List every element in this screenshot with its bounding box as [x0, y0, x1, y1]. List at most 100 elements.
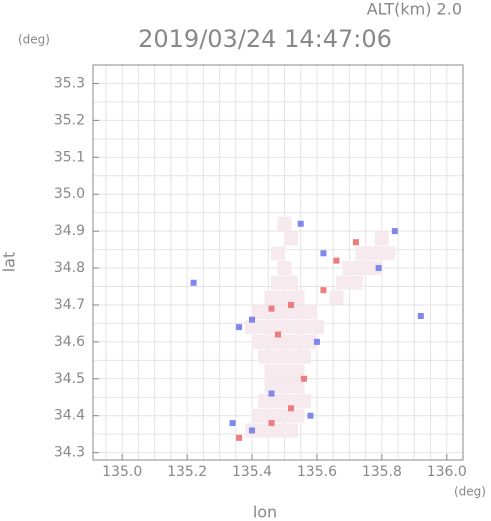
data-point [375, 265, 382, 272]
data-point [249, 316, 256, 323]
data-point [283, 231, 298, 246]
y-axis-label: lat [0, 252, 19, 273]
data-point [296, 393, 311, 408]
y-tick-label: 34.5 [54, 371, 85, 387]
x-tick-label: 135.0 [102, 464, 142, 480]
data-point [229, 420, 236, 427]
x-tick-label: 135.4 [232, 464, 272, 480]
data-point [236, 324, 243, 331]
data-point [268, 420, 275, 427]
data-point [283, 349, 298, 364]
data-point [303, 305, 318, 320]
data-point [268, 390, 275, 397]
data-point [417, 313, 424, 320]
data-point [264, 364, 279, 379]
altitude-label: ALT(km) 2.0 [367, 0, 462, 19]
data-point [277, 216, 292, 231]
data-point [258, 349, 273, 364]
data-point [271, 275, 285, 290]
data-point [368, 261, 383, 276]
data-point [271, 320, 285, 335]
data-point [355, 246, 370, 261]
plot-frame [92, 64, 464, 461]
data-point [245, 320, 260, 335]
y-tick-label: 34.6 [54, 334, 85, 350]
data-point [290, 290, 305, 305]
data-point [275, 331, 281, 338]
x-axis-label: lon [253, 503, 277, 521]
x-tick-label: 135.6 [297, 464, 337, 480]
y-unit: (deg) [18, 33, 50, 47]
data-point [271, 423, 285, 438]
data-point [355, 261, 370, 276]
data-point [335, 275, 350, 290]
data-point [277, 408, 292, 423]
data-point [264, 305, 279, 320]
data-point [309, 320, 324, 335]
x-unit: (deg) [454, 485, 486, 499]
data-point [277, 334, 292, 349]
data-point [251, 334, 266, 349]
data-point [271, 246, 285, 261]
data-point [277, 379, 292, 394]
data-point [320, 287, 327, 294]
x-tick-label: 135.8 [362, 464, 402, 480]
data-point [290, 334, 305, 349]
data-point [287, 405, 294, 412]
data-point [348, 275, 363, 290]
data-point [296, 320, 311, 335]
data-point [290, 305, 305, 320]
data-point [258, 320, 273, 335]
data-point [264, 290, 279, 305]
data-point [264, 379, 279, 394]
data-point [352, 239, 359, 246]
data-point [290, 379, 305, 394]
data-point [271, 393, 285, 408]
data-point [283, 275, 298, 290]
data-point [283, 423, 298, 438]
data-point [307, 412, 314, 419]
data-point [300, 375, 307, 382]
data-point [236, 434, 243, 441]
y-tick-label: 34.4 [54, 408, 85, 424]
data-point [329, 290, 344, 305]
data-point [249, 427, 256, 434]
y-tick-label: 35.0 [54, 186, 85, 202]
y-tick-label: 34.3 [54, 445, 85, 461]
data-point [190, 279, 197, 286]
data-point [313, 338, 320, 345]
data-point [333, 257, 340, 264]
data-point [297, 220, 304, 227]
data-point [268, 305, 275, 312]
data-point [277, 305, 292, 320]
data-point [342, 261, 357, 276]
data-point [258, 423, 273, 438]
y-tick-label: 35.3 [54, 75, 85, 91]
y-tick-label: 35.2 [54, 112, 85, 128]
y-tick-label: 35.1 [54, 149, 85, 165]
data-point [303, 334, 318, 349]
data-point [290, 408, 305, 423]
data-point [296, 349, 311, 364]
data-point [277, 364, 292, 379]
data-point [277, 290, 292, 305]
y-tick-label: 34.7 [54, 297, 85, 313]
data-point [290, 364, 305, 379]
x-tick-label: 135.2 [167, 464, 207, 480]
data-point [264, 408, 279, 423]
data-point [283, 393, 298, 408]
y-tick-label: 34.9 [54, 223, 85, 239]
data-point [258, 393, 273, 408]
data-point [287, 301, 294, 308]
x-tick-label: 136.0 [427, 464, 467, 480]
data-point [271, 349, 285, 364]
data-point [264, 334, 279, 349]
data-point [320, 250, 327, 257]
data-point [391, 228, 398, 235]
data-point [277, 261, 292, 276]
data-point [283, 320, 298, 335]
chart-title: 2019/03/24 14:47:06 [138, 25, 392, 53]
data-point [251, 305, 266, 320]
data-point [368, 246, 383, 261]
